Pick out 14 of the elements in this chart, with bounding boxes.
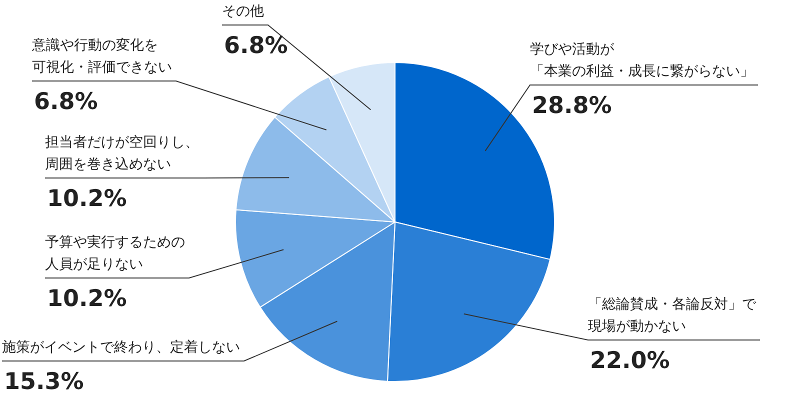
data-label: 6.8% [34,88,98,115]
data-label: 10.2% [47,186,127,212]
data-label: 15.3% [4,368,84,395]
slice-label: その他 [222,4,264,20]
slice-label: 意識や行動の変化を可視化・評価できない [31,38,172,76]
slice-label: 学びや活動が「本業の利益・成長に繋がらない」 [530,42,754,80]
slice-label: 「総論賛成・各論反対」で現場が動かない [588,296,757,335]
slice-label: 担当者だけが空回りし、周囲を巻き込めない [45,134,199,173]
slice-label: 施策がイベントで終わり、定着しない [2,340,240,356]
data-label: 28.8% [532,92,612,119]
data-label: 22.0% [590,348,670,374]
slice-label: 予算や実行するための人員が足りない [45,234,185,273]
data-label: 10.2% [47,286,127,312]
data-label: 6.8% [224,32,288,59]
